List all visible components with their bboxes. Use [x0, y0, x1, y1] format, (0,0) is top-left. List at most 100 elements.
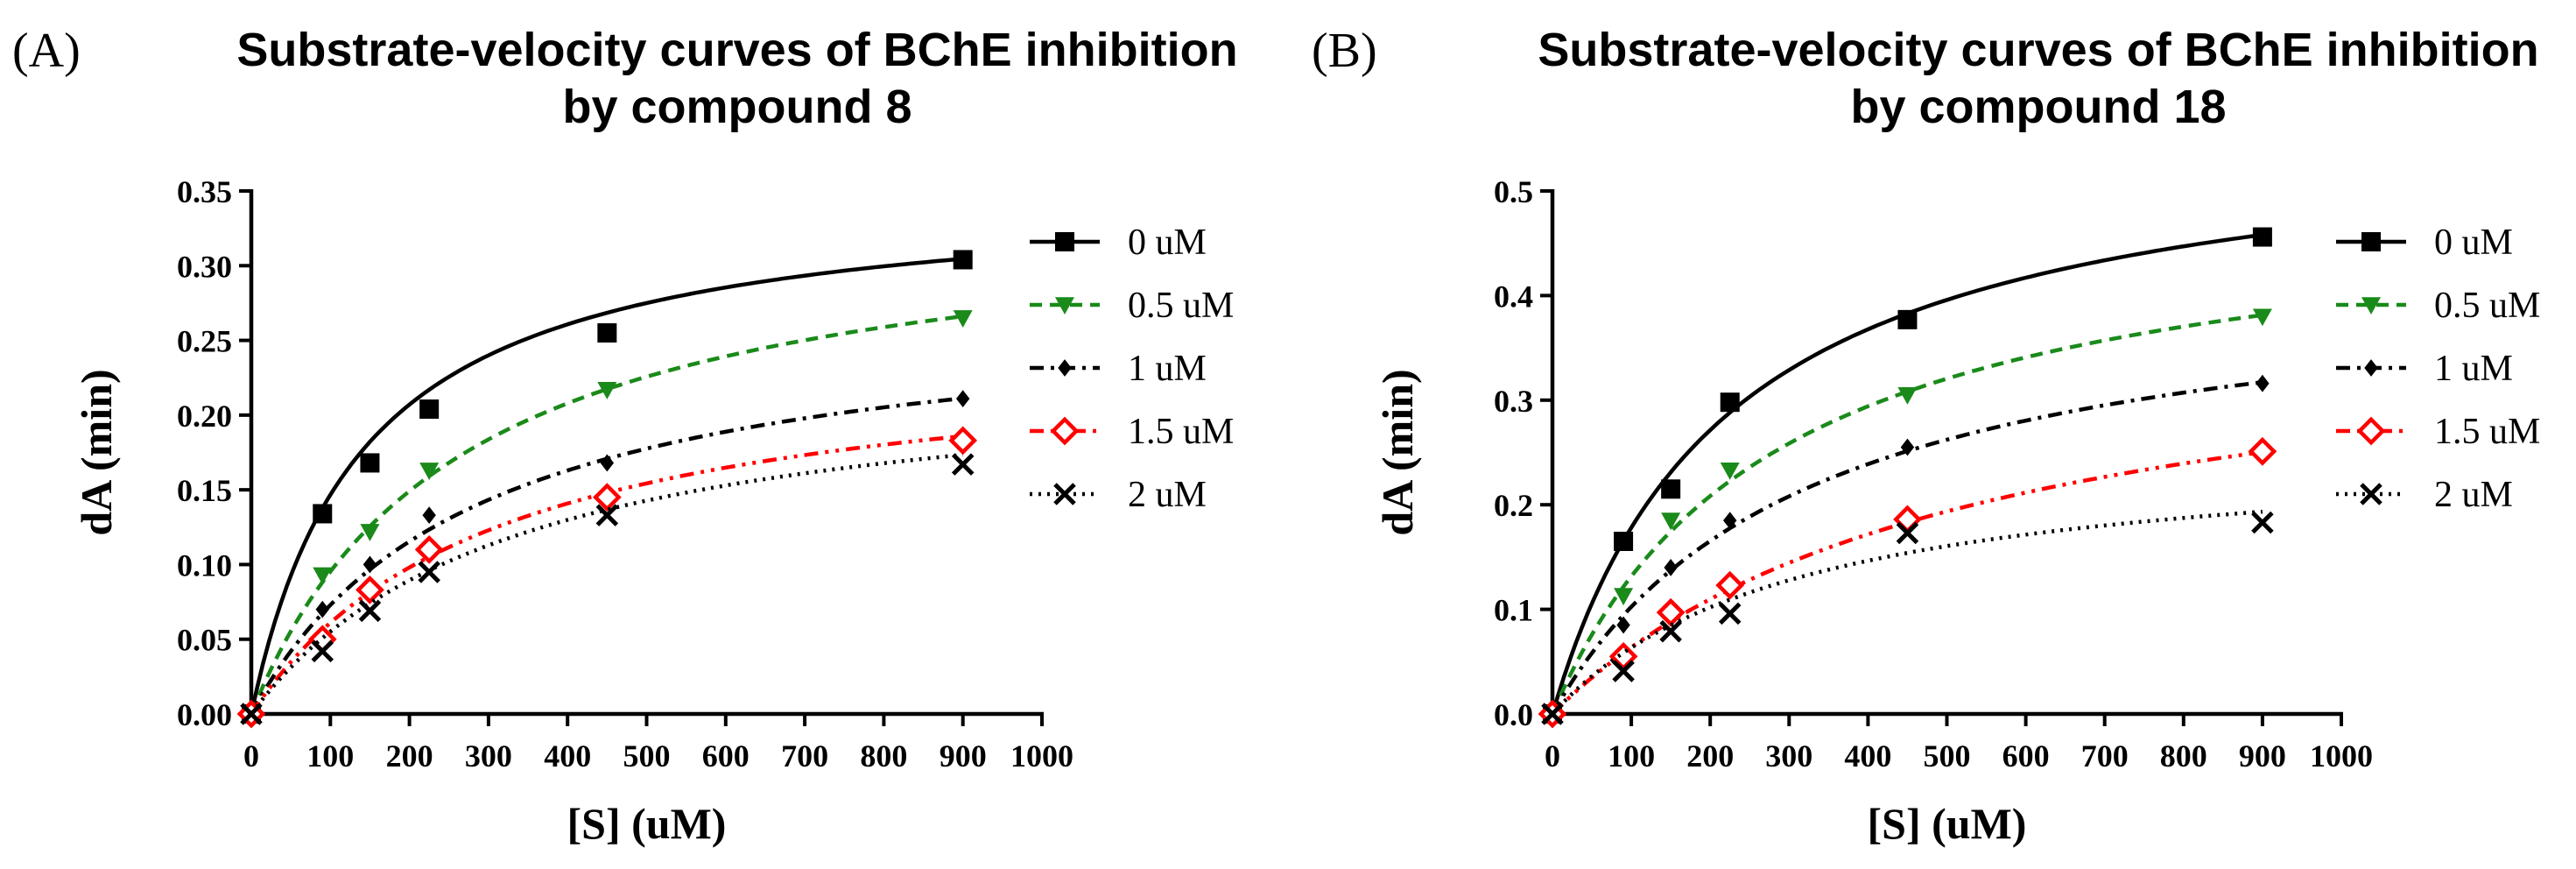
series-fit-line: [250, 396, 963, 716]
data-point: [315, 600, 329, 618]
data-point: [948, 426, 978, 456]
x-tick-label: 300: [1765, 738, 1812, 774]
data-point: [597, 323, 617, 343]
data-point: [1897, 387, 1918, 405]
data-point: [1661, 479, 1681, 499]
data-point: [953, 250, 973, 270]
data-point: [422, 506, 436, 525]
data-point: [951, 453, 975, 476]
data-point: [419, 399, 440, 420]
data-point: [595, 504, 619, 526]
panel-label: (A): [12, 24, 81, 78]
data-point: [360, 524, 380, 541]
y-tick-label: 0.3: [1494, 384, 1533, 419]
data-point: [956, 390, 970, 407]
data-point: [1661, 512, 1681, 531]
y-tick-label: 0.10: [177, 548, 232, 583]
data-point: [1718, 602, 1742, 625]
y-tick-label: 0.15: [177, 473, 232, 508]
data-point: [1612, 660, 1635, 682]
chart-title-line-1: Substrate-velocity curves of BChE inhibi…: [1538, 24, 2538, 76]
legend-label: 2 uM: [2434, 475, 2513, 515]
legend-label: 1.5 uM: [1128, 412, 1234, 452]
x-axis-label: [S] (uM): [1868, 799, 2027, 848]
x-tick-label: 500: [623, 738, 671, 774]
y-tick-label: 0.00: [177, 697, 232, 732]
chart-title-line-2: by compound 8: [562, 81, 911, 133]
legend-marker: [1053, 483, 1076, 505]
data-point: [2252, 227, 2272, 247]
y-tick-label: 0.5: [1494, 174, 1533, 209]
legend-marker: [1058, 359, 1072, 377]
series-fit-line: [1550, 232, 2263, 715]
legend-label: 2 uM: [1128, 475, 1207, 515]
data-point: [597, 382, 617, 399]
legend-label: 1 uM: [2434, 349, 2513, 389]
x-tick-label: 100: [306, 738, 354, 774]
x-tick-label: 800: [2160, 738, 2207, 774]
legend-label: 0.5 uM: [1128, 286, 1234, 326]
data-point: [418, 561, 440, 583]
data-point: [592, 483, 622, 512]
data-point: [1614, 588, 1634, 606]
data-point: [1659, 619, 1682, 643]
legend-marker: [2364, 359, 2378, 377]
chart-panel-b: (B) Substrate-velocity curves of BChE inh…: [1312, 24, 2540, 848]
data-point: [1541, 703, 1564, 725]
data-point: [2256, 374, 2270, 392]
x-tick-label: 300: [465, 738, 512, 774]
series-1-um: [1545, 374, 2270, 723]
data-point: [1900, 438, 1915, 456]
series-0-um: [1543, 227, 2272, 724]
x-tick-label: 400: [1844, 738, 1891, 774]
legend-label: 0.5 uM: [2434, 286, 2540, 326]
y-tick-label: 0.1: [1494, 593, 1533, 628]
series-2-um: [240, 452, 975, 725]
y-tick-label: 0.2: [1494, 488, 1533, 523]
x-tick-label: 800: [860, 738, 907, 774]
x-tick-label: 1000: [1010, 738, 1073, 774]
data-point: [362, 555, 377, 574]
y-tick-label: 0.30: [177, 249, 232, 284]
x-tick-label: 600: [702, 738, 750, 774]
data-point: [355, 576, 384, 604]
legend-marker: [1050, 416, 1080, 446]
data-point: [1616, 616, 1630, 634]
x-tick-label: 0: [243, 738, 259, 774]
legend-marker: [2356, 416, 2386, 446]
chart-title-line-2: by compound 18: [1850, 81, 2226, 133]
series-fit-line: [250, 434, 963, 716]
data-point: [1720, 462, 1740, 480]
y-tick-label: 0.4: [1494, 279, 1533, 314]
series-1-5-um: [1538, 436, 2277, 729]
series-1-um: [244, 390, 970, 723]
legend-marker: [2360, 483, 2382, 505]
legend-label: 0 uM: [2434, 223, 2513, 263]
y-tick-label: 0.35: [177, 174, 232, 209]
y-tick-label: 0.25: [177, 324, 232, 359]
chart-panel-a: (A) Substrate-velocity curves of BChE inh…: [12, 24, 1238, 848]
x-tick-label: 500: [1924, 738, 1971, 774]
x-tick-label: 900: [940, 738, 987, 774]
y-axis-label: dA (min): [1373, 369, 1422, 535]
x-tick-label: 400: [544, 738, 591, 774]
data-point: [311, 639, 334, 663]
data-point: [2251, 511, 2274, 534]
data-point: [2248, 436, 2277, 466]
x-tick-label: 200: [1686, 738, 1734, 774]
y-axis-label: dA (min): [72, 369, 121, 535]
x-tick-label: 200: [386, 738, 433, 774]
y-tick-label: 0.0: [1494, 697, 1533, 732]
legend-label: 0 uM: [1128, 223, 1207, 263]
series-2-um: [1541, 509, 2274, 725]
legend-label: 1 uM: [1128, 349, 1207, 389]
data-point: [313, 504, 333, 524]
chart-title-line-1: Substrate-velocity curves of BChE inhibi…: [236, 24, 1237, 76]
data-point: [600, 454, 615, 472]
x-tick-label: 0: [1545, 738, 1560, 774]
data-point: [358, 599, 382, 623]
legend-marker: [2361, 297, 2381, 314]
data-point: [240, 703, 263, 725]
data-point: [1614, 531, 1634, 551]
